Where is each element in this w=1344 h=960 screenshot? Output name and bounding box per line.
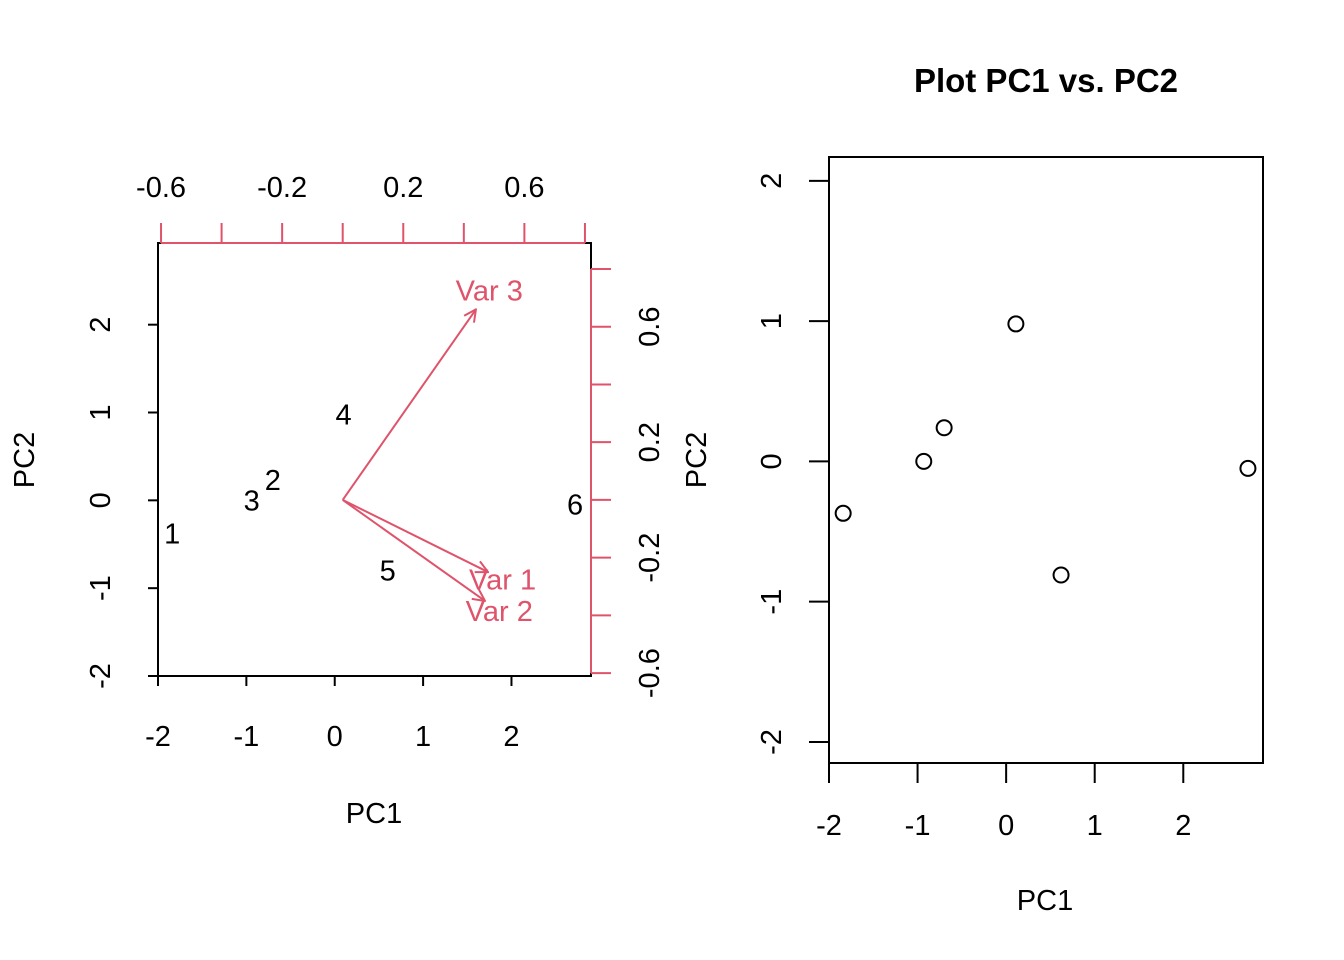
loading-arrow bbox=[341, 309, 476, 501]
scatter-y-axis-label: PC2 bbox=[681, 432, 713, 488]
loading-label: Var 2 bbox=[466, 596, 533, 628]
scatter-y-tick-label: 0 bbox=[756, 453, 788, 469]
biplot-panel: -2 -1 0 1 2 -2 -1 0 1 2 -0.6 -0.2 0.2 0.6 -0.6 -0.2 0… bbox=[9, 172, 666, 830]
scatter-plot-frame bbox=[828, 156, 1264, 764]
scatter-x-axis: -2 -1 0 1 2 bbox=[816, 762, 1191, 842]
biplot-right-tick-label: -0.2 bbox=[634, 533, 666, 583]
observation-label: 1 bbox=[164, 519, 180, 551]
biplot-right-tick-label: 0.2 bbox=[634, 422, 666, 462]
loading-arrow bbox=[342, 499, 488, 572]
scatter-x-tick-label: 2 bbox=[1175, 810, 1191, 842]
scatter-x-tick-label: 0 bbox=[998, 810, 1014, 842]
scatter-x-tick-label: -2 bbox=[816, 810, 842, 842]
scatter-y-axis: -2 -1 0 1 2 bbox=[756, 173, 830, 755]
biplot-y-tick-label: 0 bbox=[85, 492, 117, 508]
scatter-point bbox=[1239, 459, 1257, 477]
biplot-right-axis: -0.6 -0.2 0.2 0.6 bbox=[590, 267, 666, 698]
scatter-point bbox=[1052, 566, 1070, 584]
biplot-x-tick-label: 0 bbox=[327, 721, 343, 753]
biplot-top-tick-label: 0.2 bbox=[383, 172, 423, 204]
biplot-top-tick-label: -0.6 bbox=[136, 172, 186, 204]
biplot-x-tick-label: 1 bbox=[415, 721, 431, 753]
scatter-panel: Plot PC1 vs. PC2 -2 -1 0 1 2 -2 -1 0 1 2 PC1 PC2 bbox=[681, 62, 1264, 917]
loading-label: Var 3 bbox=[456, 275, 523, 307]
scatter-y-tick-label: -1 bbox=[756, 589, 788, 615]
scatter-point bbox=[915, 452, 933, 470]
scatter-x-tick-label: 1 bbox=[1087, 810, 1103, 842]
scatter-x-tick-label: -1 bbox=[905, 810, 931, 842]
scatter-point bbox=[834, 504, 852, 522]
biplot-top-tick-label: 0.6 bbox=[504, 172, 544, 204]
scatter-y-tick-label: 2 bbox=[756, 173, 788, 189]
scatter-y-tick-label: -2 bbox=[756, 729, 788, 755]
biplot-y-tick-label: -2 bbox=[85, 663, 117, 689]
biplot-bottom-axis: -2 -1 0 1 2 bbox=[145, 675, 520, 753]
scatter-title: Plot PC1 vs. PC2 bbox=[914, 62, 1178, 99]
scatter-point bbox=[1007, 315, 1025, 333]
observation-label: 5 bbox=[380, 556, 396, 588]
loading-label: Var 1 bbox=[469, 564, 536, 596]
biplot-y-tick-label: 2 bbox=[85, 317, 117, 333]
observation-label: 4 bbox=[336, 399, 352, 431]
observation-label: 2 bbox=[265, 465, 281, 497]
biplot-x-tick-label: 2 bbox=[503, 721, 519, 753]
biplot-x-tick-label: -2 bbox=[145, 721, 171, 753]
biplot-y-tick-label: -1 bbox=[85, 575, 117, 601]
scatter-points bbox=[834, 315, 1257, 584]
biplot-y-tick-label: 1 bbox=[85, 404, 117, 420]
biplot-top-tick-label: -0.2 bbox=[257, 172, 307, 204]
scatter-point bbox=[935, 419, 953, 437]
scatter-y-tick-label: 1 bbox=[756, 313, 788, 329]
biplot-x-tick-label: -1 bbox=[233, 721, 259, 753]
biplot-y-axis-label: PC2 bbox=[9, 432, 41, 488]
biplot-right-tick-label: -0.6 bbox=[634, 648, 666, 698]
observation-label: 6 bbox=[567, 490, 583, 522]
scatter-x-axis-label: PC1 bbox=[1017, 885, 1073, 917]
biplot-right-tick-label: 0.6 bbox=[634, 307, 666, 347]
observation-label: 3 bbox=[244, 485, 260, 517]
biplot-left-axis: -2 -1 0 1 2 bbox=[85, 317, 159, 689]
biplot-top-axis: -0.6 -0.2 0.2 0.6 bbox=[136, 172, 586, 244]
loading-arrow bbox=[342, 499, 485, 601]
biplot-x-axis-label: PC1 bbox=[346, 798, 402, 830]
